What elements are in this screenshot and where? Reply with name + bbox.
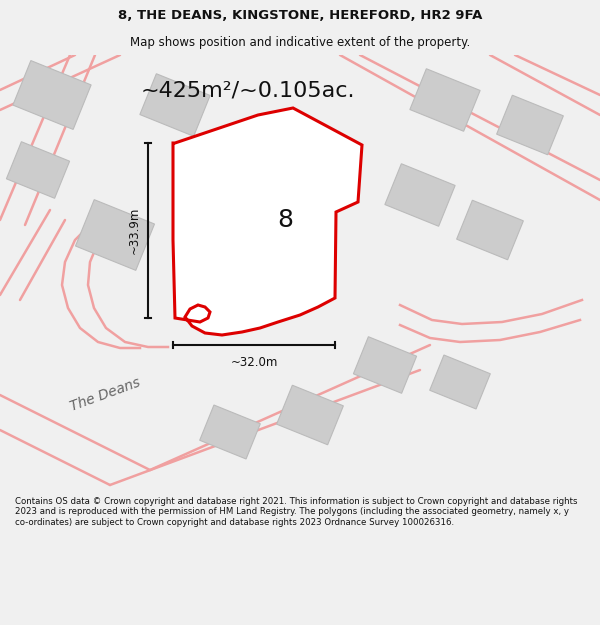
- Text: Map shows position and indicative extent of the property.: Map shows position and indicative extent…: [130, 36, 470, 49]
- Text: ~33.9m: ~33.9m: [128, 207, 140, 254]
- Polygon shape: [140, 74, 210, 136]
- Polygon shape: [13, 61, 91, 129]
- Polygon shape: [7, 142, 70, 198]
- Polygon shape: [173, 108, 362, 335]
- Text: The Deans: The Deans: [68, 376, 142, 414]
- Polygon shape: [277, 385, 343, 445]
- Polygon shape: [353, 337, 416, 393]
- Polygon shape: [200, 405, 260, 459]
- Polygon shape: [497, 95, 563, 155]
- Text: 8: 8: [277, 208, 293, 232]
- Polygon shape: [430, 355, 490, 409]
- Polygon shape: [385, 164, 455, 226]
- Text: Contains OS data © Crown copyright and database right 2021. This information is : Contains OS data © Crown copyright and d…: [15, 497, 577, 526]
- Polygon shape: [457, 200, 523, 260]
- Polygon shape: [236, 155, 334, 245]
- Text: ~425m²/~0.105ac.: ~425m²/~0.105ac.: [141, 80, 355, 100]
- Text: ~32.0m: ~32.0m: [230, 356, 278, 369]
- Text: 8, THE DEANS, KINGSTONE, HEREFORD, HR2 9FA: 8, THE DEANS, KINGSTONE, HEREFORD, HR2 9…: [118, 9, 482, 22]
- Polygon shape: [410, 69, 480, 131]
- Polygon shape: [76, 199, 154, 271]
